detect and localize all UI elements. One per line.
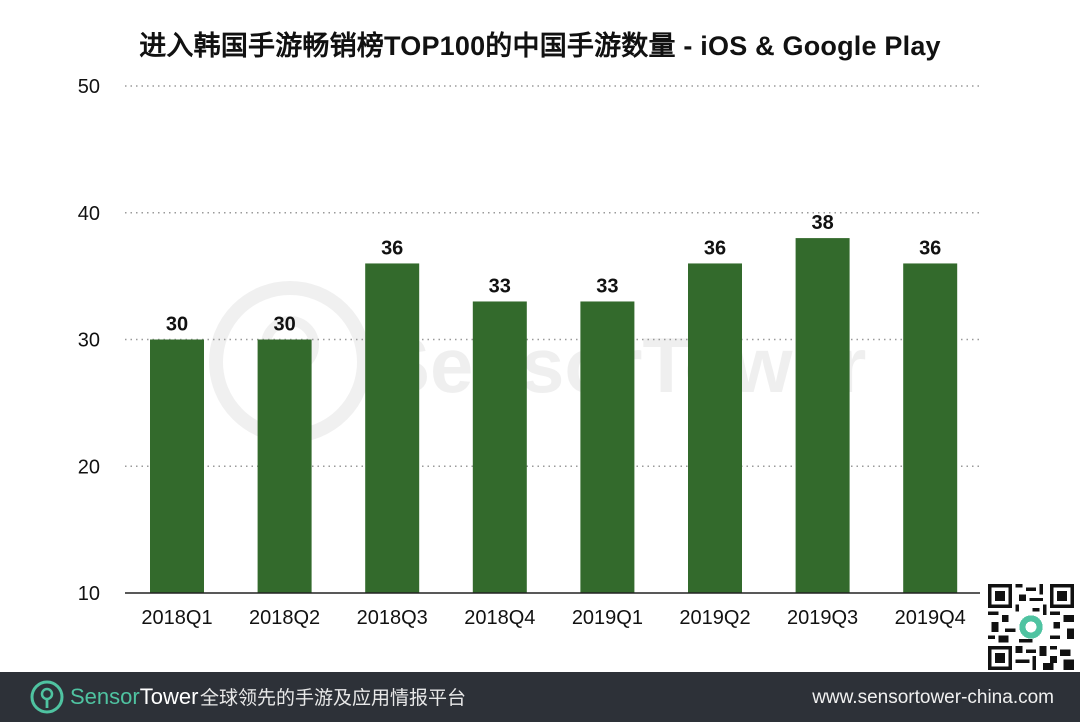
x-tick-label: 2018Q1 xyxy=(141,607,212,629)
x-tick-label: 2018Q2 xyxy=(249,607,320,629)
qr-code-icon xyxy=(988,584,1074,670)
data-label: 33 xyxy=(489,275,511,297)
bar xyxy=(580,301,635,593)
footer-url[interactable]: www.sensortower-china.com xyxy=(812,687,1054,708)
bars xyxy=(150,238,958,593)
y-tick-label: 10 xyxy=(78,583,100,605)
data-label: 36 xyxy=(919,237,941,259)
bar xyxy=(365,263,420,593)
y-tick-label: 40 xyxy=(78,203,100,225)
data-label: 30 xyxy=(166,314,188,336)
grid-lines xyxy=(125,85,980,467)
bar xyxy=(257,339,312,593)
x-tick-label: 2019Q2 xyxy=(679,607,750,629)
footer-brand: SensorTower xyxy=(70,684,198,710)
footer-slogan: 全球领先的手游及应用情报平台 xyxy=(200,687,467,709)
data-label: 36 xyxy=(704,237,726,259)
sensortower-logo-icon xyxy=(30,680,64,714)
data-label: 36 xyxy=(381,237,403,259)
bar xyxy=(688,263,742,593)
brand-tower: Tower xyxy=(139,684,199,709)
footer-bar: SensorTower 全球领先的手游及应用情报平台 www.sensortow… xyxy=(0,672,1080,722)
x-tick-label: 2019Q1 xyxy=(572,607,643,629)
data-label: 38 xyxy=(811,212,833,234)
bar xyxy=(903,263,958,593)
data-labels: 30 30 36 33 33 36 38 36 xyxy=(166,212,941,335)
y-axis: 10 20 30 40 50 xyxy=(78,76,100,605)
bar xyxy=(795,238,850,593)
data-label: 30 xyxy=(273,314,295,336)
x-tick-label: 2018Q4 xyxy=(464,607,535,629)
y-tick-label: 50 xyxy=(78,76,100,98)
y-tick-label: 30 xyxy=(78,330,100,352)
x-tick-label: 2019Q3 xyxy=(787,607,858,629)
data-label: 33 xyxy=(596,275,618,297)
bar xyxy=(150,339,204,593)
watermark: SensorTower xyxy=(209,281,866,443)
bar xyxy=(472,301,527,593)
x-tick-label: 2018Q3 xyxy=(357,607,428,629)
chart-title: 进入韩国手游畅销榜TOP100的中国手游数量 - iOS & Google Pl… xyxy=(139,31,941,61)
x-tick-label: 2019Q4 xyxy=(895,607,966,629)
y-tick-label: 20 xyxy=(78,456,100,478)
brand-sensor: Sensor xyxy=(70,684,140,709)
x-axis: 2018Q1 2018Q2 2018Q3 2018Q4 2019Q1 2019Q2 2019… xyxy=(125,592,980,629)
